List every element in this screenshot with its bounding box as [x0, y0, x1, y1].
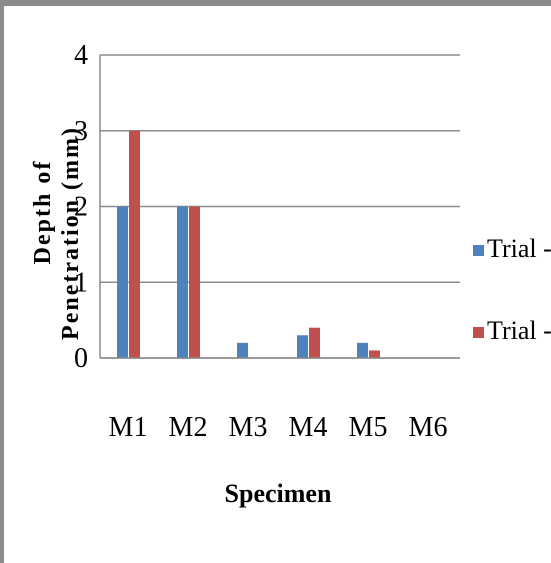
y-axis-label-line-1: Depth of: [30, 160, 56, 265]
legend: Trial -1 Trial -2: [473, 234, 551, 345]
x-tick-label-m4: M4: [289, 412, 328, 443]
bar-2-m2: [189, 206, 200, 358]
bar-1-m4: [297, 335, 308, 358]
y-tick-label-1: 1: [74, 267, 88, 298]
legend-label-1: Trial -1: [487, 234, 551, 263]
x-tick-label-m5: M5: [349, 412, 388, 443]
bar-2-m5: [369, 350, 380, 358]
bar-2-m1: [129, 130, 140, 358]
bar-1-m3: [237, 342, 248, 358]
x-tick-label-m2: M2: [169, 412, 208, 443]
legend-label-2: Trial -2: [487, 316, 551, 345]
bars: [117, 130, 380, 358]
y-tick-label-3: 3: [74, 116, 88, 147]
x-tick-label-m3: M3: [229, 412, 268, 443]
x-axis: M1 M2 M3 M4 M5 M6: [100, 357, 460, 443]
x-tick-label-m1: M1: [109, 412, 148, 443]
legend-swatch-1: [473, 245, 484, 256]
y-tick-label-0: 0: [74, 343, 88, 374]
legend-swatch-2: [473, 327, 484, 338]
y-tick-label-2: 2: [74, 192, 88, 223]
bar-2-m4: [309, 327, 320, 358]
x-axis-label: Specimen: [225, 479, 332, 508]
gridlines: [100, 54, 460, 359]
bar-1-m1: [117, 206, 128, 358]
bar-1-m2: [177, 206, 188, 358]
x-tick-label-m6: M6: [409, 412, 448, 443]
y-axis-label-line-2: Penetration (mm): [58, 126, 84, 340]
y-axis: 0 1 2 3 4: [74, 40, 101, 374]
bar-1-m5: [357, 342, 368, 358]
y-tick-label-4: 4: [74, 40, 88, 71]
